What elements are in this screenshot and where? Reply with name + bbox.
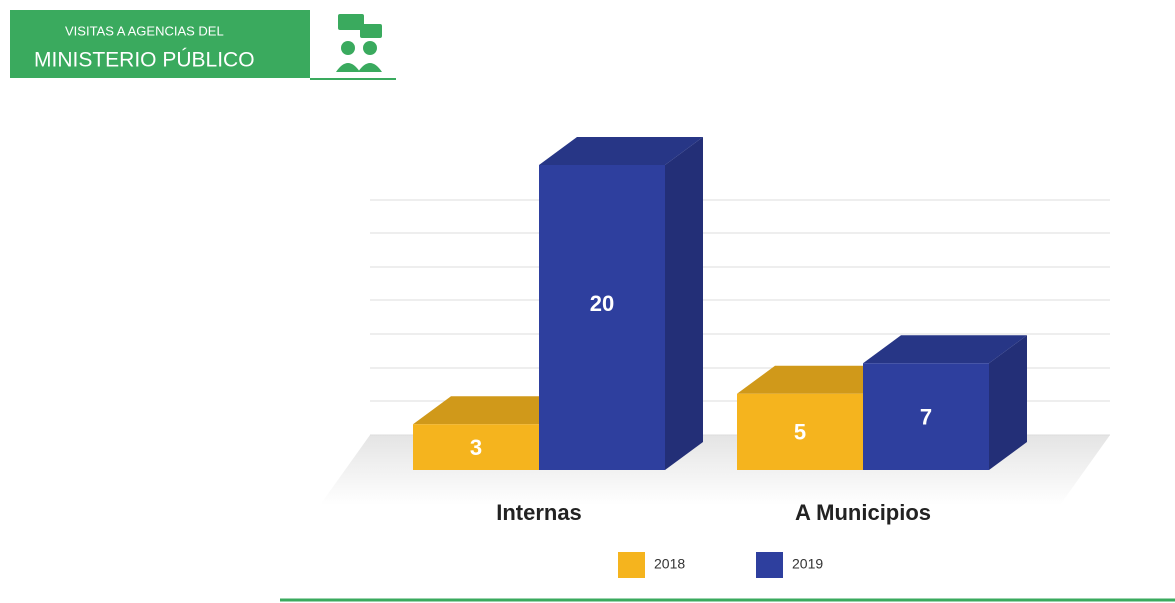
bar-front [737,393,863,470]
legend-label: 2019 [792,556,823,572]
bar-top [539,137,703,165]
legend-swatch [618,552,645,578]
header-subtitle: MINISTERIO PÚBLICO [34,49,255,72]
value-label: 3 [470,435,482,460]
header-banner [10,10,310,78]
header-icon [336,14,382,72]
header-title: VISITAS A AGENCIAS DEL [65,23,224,38]
bar [539,137,703,470]
bar-side [989,335,1027,470]
bar-top [737,365,901,394]
bar-top [413,396,577,425]
bar [863,335,1027,470]
bar-front [413,424,539,470]
x-tick-label: Internas [496,500,582,525]
bar-side [665,137,703,470]
value-label: 5 [794,420,806,445]
bar-front [539,165,665,470]
x-tick-label: A Municipios [795,500,931,525]
bar-front [863,363,989,470]
value-label: 7 [920,404,932,429]
bar-top [863,335,1027,364]
legend-swatch [756,552,783,578]
legend-label: 2018 [654,556,685,572]
value-label: 20 [590,291,614,316]
